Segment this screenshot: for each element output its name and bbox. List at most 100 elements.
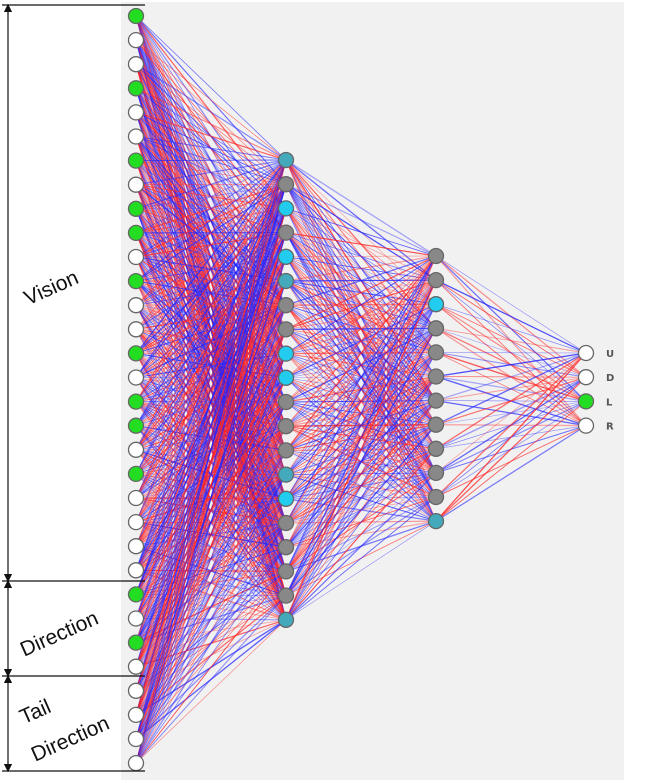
weight-edge <box>285 304 437 548</box>
weight-edge <box>135 159 287 402</box>
weight-edge <box>135 184 287 764</box>
input-node <box>127 7 145 25</box>
hidden1-node <box>277 176 295 193</box>
hidden1-node <box>277 369 295 386</box>
weight-edge <box>135 159 287 547</box>
weight-edge <box>135 159 287 306</box>
weight-edge <box>285 279 437 572</box>
weight-edge <box>135 474 287 764</box>
weight-edge <box>135 159 287 426</box>
weight-edge <box>135 329 287 764</box>
weight-edge <box>435 401 587 426</box>
input-node <box>127 56 145 73</box>
output-labels: U D L R <box>606 349 614 433</box>
weight-edge <box>285 400 437 621</box>
input-node <box>127 634 145 651</box>
weight-edge <box>435 425 587 522</box>
hidden1-node <box>277 272 295 290</box>
hidden1-node <box>277 442 295 459</box>
input-node <box>127 345 145 362</box>
input-node <box>127 369 145 386</box>
hidden1-node <box>277 297 295 314</box>
input-node <box>127 562 145 579</box>
weight-edge <box>135 159 287 475</box>
input-node <box>127 128 145 145</box>
weight-edge <box>285 255 437 403</box>
weight-edge <box>135 256 287 764</box>
weight-edge <box>435 327 587 354</box>
weight-edge <box>135 159 287 571</box>
weight-edge <box>285 255 437 427</box>
hidden1-node <box>277 151 295 169</box>
output-node <box>577 344 595 362</box>
input-node <box>127 152 145 169</box>
weight-edge <box>135 159 287 523</box>
weight-edge <box>435 255 587 354</box>
input-node <box>127 417 145 434</box>
weight-edge <box>135 450 287 764</box>
hidden2-node <box>427 464 445 482</box>
weight-edge <box>135 159 287 667</box>
weight-edge <box>285 159 437 257</box>
hidden2-node <box>427 440 445 457</box>
weight-edge <box>435 352 587 474</box>
hidden1-node <box>277 611 295 628</box>
weight-edge <box>135 63 287 161</box>
weight-edge <box>435 303 587 354</box>
hidden2-node <box>427 296 445 313</box>
output-label-r: R <box>606 422 614 433</box>
weight-edge <box>285 255 437 330</box>
hidden1-node <box>277 514 295 532</box>
weight-edge <box>285 159 437 281</box>
hidden2-node <box>427 416 445 433</box>
weight-edge <box>285 279 437 596</box>
weight-edge <box>135 159 287 595</box>
hidden2-node <box>427 488 445 506</box>
hidden1-node <box>277 345 295 362</box>
weight-edge <box>285 448 437 621</box>
weight-edge <box>285 255 437 451</box>
neuron-nodes <box>127 7 595 772</box>
weight-edge <box>135 159 287 691</box>
weight-edge <box>285 255 437 355</box>
input-node <box>127 513 145 531</box>
weight-edge <box>135 87 287 161</box>
hidden1-node <box>277 563 295 580</box>
hidden1-node <box>277 490 295 507</box>
weight-edge <box>135 619 287 740</box>
weight-edge <box>285 255 437 596</box>
weight-edge <box>135 280 287 764</box>
weight-edge <box>285 183 437 257</box>
weight-edge <box>285 255 437 572</box>
hidden2-node <box>427 392 445 409</box>
weight-edge <box>135 426 287 764</box>
input-node <box>127 80 145 97</box>
input-node <box>127 658 145 675</box>
weight-edge <box>135 619 287 764</box>
hidden2-node <box>427 247 445 265</box>
weight-edge <box>135 305 287 764</box>
direction-label: Direction <box>17 607 102 662</box>
weight-edge <box>435 376 587 522</box>
input-node <box>127 31 145 49</box>
hidden1-node <box>277 248 295 265</box>
input-node <box>127 465 145 483</box>
weight-edge <box>285 352 437 596</box>
weight-edge <box>135 184 287 667</box>
weight-edge <box>135 159 287 162</box>
weight-edge <box>435 352 587 498</box>
input-node <box>127 200 145 217</box>
input-node <box>127 104 145 121</box>
tail-direction-label-line1: Tail <box>16 695 54 729</box>
input-node <box>127 586 145 603</box>
weight-edge <box>135 159 287 378</box>
input-node <box>127 730 145 748</box>
weight-edge <box>285 520 437 621</box>
weight-edge <box>285 207 437 257</box>
weight-edge <box>285 279 437 621</box>
hidden1-node <box>277 587 295 604</box>
weight-edge <box>135 159 287 716</box>
weight-edge <box>135 159 287 499</box>
weight-edge <box>135 159 287 643</box>
hidden2-node <box>427 320 445 337</box>
